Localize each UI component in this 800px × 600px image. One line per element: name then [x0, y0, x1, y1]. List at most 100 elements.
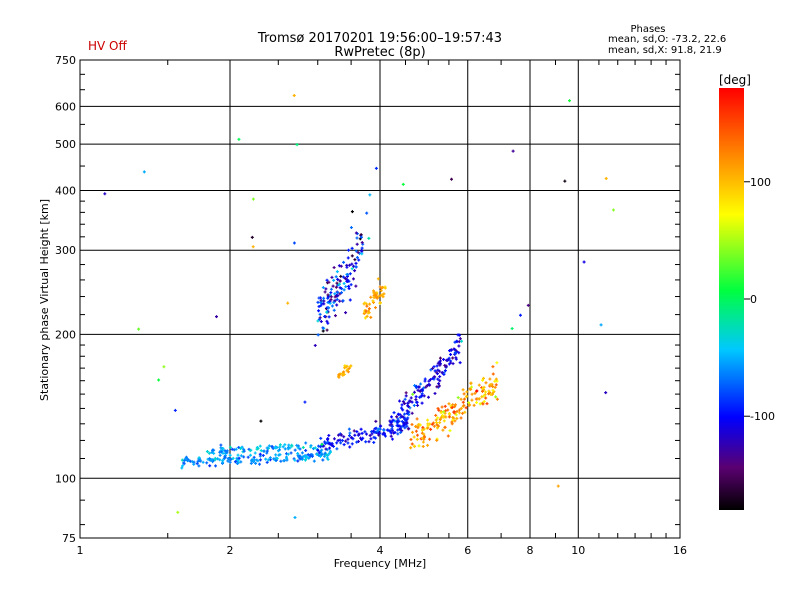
- x-tick-label: 6: [464, 544, 471, 557]
- y-tick-label: 200: [55, 328, 76, 341]
- data-point: [267, 444, 271, 448]
- colorbar-ticks: 100 0 -100: [744, 176, 775, 423]
- data-point: [582, 260, 586, 264]
- colorbar-tick-label: 100: [750, 176, 771, 189]
- data-point: [403, 402, 407, 406]
- data-point: [197, 456, 201, 460]
- data-point: [364, 440, 368, 444]
- data-point: [321, 329, 325, 333]
- data-point: [363, 430, 367, 434]
- colorbar-label: [deg]: [719, 73, 751, 87]
- data-point: [434, 418, 438, 422]
- data-point: [258, 452, 262, 456]
- data-point: [495, 361, 499, 365]
- data-point: [183, 457, 187, 461]
- data-point: [265, 449, 269, 453]
- data-point: [324, 447, 328, 451]
- data-point: [279, 459, 283, 463]
- data-point: [420, 428, 424, 432]
- data-point: [436, 377, 440, 381]
- data-point: [350, 254, 354, 258]
- data-point: [326, 306, 330, 310]
- colorbar: [719, 88, 744, 510]
- data-point: [599, 323, 603, 327]
- data-point: [205, 461, 209, 465]
- data-point: [457, 351, 461, 355]
- data-point: [328, 446, 332, 450]
- data-point: [484, 390, 488, 394]
- data-point: [255, 447, 259, 451]
- data-point: [468, 387, 472, 391]
- data-point: [253, 458, 257, 462]
- data-point: [295, 143, 299, 147]
- data-point: [365, 432, 369, 436]
- data-point: [365, 304, 369, 308]
- data-point: [438, 356, 442, 360]
- data-point: [317, 296, 321, 300]
- data-point: [196, 459, 200, 463]
- data-point: [451, 356, 455, 360]
- data-point: [323, 451, 327, 455]
- data-point: [274, 446, 278, 450]
- data-point: [300, 451, 304, 455]
- data-point: [346, 256, 350, 260]
- data-point: [487, 389, 491, 393]
- data-point: [321, 458, 325, 462]
- data-point: [406, 416, 410, 420]
- data-point: [278, 445, 282, 449]
- data-point: [442, 357, 446, 361]
- data-point: [265, 446, 269, 450]
- data-point: [251, 245, 255, 249]
- data-point: [347, 367, 351, 371]
- data-point: [451, 418, 455, 422]
- data-point: [360, 252, 364, 256]
- data-point: [303, 455, 307, 459]
- data-point: [319, 436, 323, 440]
- data-point: [418, 395, 422, 399]
- data-point: [404, 419, 408, 423]
- data-point: [409, 396, 413, 400]
- data-point: [329, 287, 333, 291]
- data-point: [205, 449, 209, 453]
- data-point: [180, 466, 184, 470]
- data-point: [293, 515, 297, 519]
- data-point: [410, 422, 414, 426]
- data-point: [428, 437, 432, 441]
- data-point: [415, 437, 419, 441]
- data-point: [320, 442, 324, 446]
- data-point: [361, 436, 365, 440]
- data-point: [415, 417, 419, 421]
- data-point: [378, 294, 382, 298]
- data-point: [348, 445, 352, 449]
- data-point: [359, 427, 363, 431]
- data-point: [319, 301, 323, 305]
- data-point: [320, 452, 324, 456]
- data-point: [239, 454, 243, 458]
- data-point: [289, 451, 293, 455]
- data-point: [412, 403, 416, 407]
- data-point: [355, 242, 359, 246]
- x-tick-label: 8: [527, 544, 534, 557]
- data-point: [436, 368, 440, 372]
- data-point: [369, 315, 373, 319]
- data-point: [325, 328, 329, 332]
- grid-lines: [79, 59, 681, 539]
- data-point: [416, 403, 420, 407]
- data-point: [376, 277, 380, 281]
- data-point: [234, 447, 238, 451]
- data-point: [348, 263, 352, 267]
- data-point: [376, 427, 380, 431]
- data-point: [441, 428, 445, 432]
- data-point: [301, 445, 305, 449]
- data-point: [383, 286, 387, 290]
- data-point: [344, 285, 348, 289]
- data-point: [406, 410, 410, 414]
- data-point: [332, 308, 336, 312]
- data-point: [444, 365, 448, 369]
- data-point: [286, 301, 290, 305]
- data-point: [491, 385, 495, 389]
- data-point: [347, 427, 351, 431]
- data-point: [293, 448, 297, 452]
- data-point: [412, 444, 416, 448]
- y-tick-label: 600: [55, 100, 76, 113]
